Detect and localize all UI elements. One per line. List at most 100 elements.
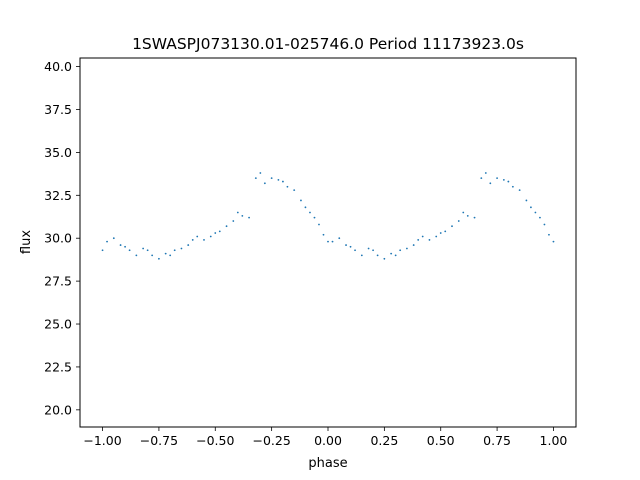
data-point [444, 230, 447, 233]
data-point [421, 235, 424, 238]
data-point [241, 215, 244, 217]
x-tick-label: 0.25 [370, 433, 398, 448]
data-point [112, 237, 115, 240]
y-axis-label: flux [19, 230, 34, 254]
data-point [354, 249, 356, 252]
data-point [331, 240, 334, 243]
data-point [286, 185, 289, 188]
data-point [119, 244, 122, 246]
data-point [309, 211, 311, 214]
data-point [484, 172, 487, 174]
data-point [106, 240, 108, 243]
data-point [376, 254, 379, 257]
data-point [480, 177, 483, 180]
data-point [313, 216, 316, 219]
data-point [318, 223, 320, 226]
data-point [507, 180, 510, 183]
data-point [406, 247, 408, 250]
data-point [203, 239, 205, 241]
data-point [218, 230, 221, 233]
data-point [466, 215, 469, 217]
data-point [496, 177, 498, 180]
data-point [412, 244, 415, 246]
data-point [135, 254, 138, 257]
data-point [457, 220, 460, 222]
data-point [124, 245, 126, 248]
y-axis: 20.0 22.5 25.0 27.5 30.0 32.5 35.0 37.5 40.0 [44, 59, 80, 417]
data-point [552, 240, 555, 243]
data-point [489, 182, 492, 185]
data-point [151, 254, 154, 257]
x-tick-label: 0.75 [483, 433, 511, 448]
data-point [473, 216, 476, 219]
y-tick-label: 22.5 [44, 359, 72, 374]
data-point [428, 239, 431, 241]
data-point [451, 225, 453, 228]
data-point [158, 257, 160, 260]
data-point [349, 245, 352, 248]
data-point [293, 189, 296, 192]
data-point [327, 240, 329, 243]
data-point [300, 199, 302, 202]
x-tick-label: −0.25 [252, 433, 290, 448]
y-tick-label: 30.0 [44, 231, 72, 246]
y-tick-label: 35.0 [44, 145, 72, 160]
data-point [417, 239, 420, 241]
data-point [232, 220, 235, 222]
x-tick-label: 0.50 [427, 433, 455, 448]
y-tick-label: 40.0 [44, 59, 72, 74]
data-point [214, 232, 217, 234]
data-point [282, 180, 284, 183]
data-point [390, 252, 393, 255]
data-point [277, 178, 280, 181]
data-point [236, 211, 239, 214]
data-point [548, 233, 550, 236]
data-point [511, 185, 514, 188]
y-tick-label: 25.0 [44, 317, 72, 332]
data-point [502, 178, 505, 181]
data-point [164, 252, 167, 255]
data-point [248, 216, 250, 219]
x-tick-label: −0.50 [196, 433, 234, 448]
chart-title: 1SWASPJ073130.01-025746.0 Period 1117392… [132, 35, 524, 53]
data-point [518, 189, 521, 192]
data-point [259, 172, 262, 174]
x-tick-label: −0.75 [140, 433, 178, 448]
data-point [169, 254, 172, 257]
data-point [372, 249, 374, 252]
data-point [191, 239, 194, 241]
data-point [383, 257, 386, 260]
data-point [530, 206, 532, 209]
data-point [173, 249, 176, 252]
data-point [142, 247, 145, 250]
data-point [322, 233, 325, 236]
data-point [394, 254, 397, 257]
scatter-points [101, 172, 555, 260]
y-tick-label: 27.5 [44, 274, 72, 289]
data-point [254, 177, 257, 180]
data-point [225, 225, 228, 228]
y-tick-label: 37.5 [44, 102, 72, 117]
data-point [462, 211, 465, 214]
x-axis: −1.00 −0.75 −0.50 −0.25 0.00 0.25 0.50 0.75 1.00 [83, 427, 567, 448]
data-point [525, 199, 528, 202]
data-point [534, 211, 537, 214]
y-tick-label: 20.0 [44, 402, 72, 417]
x-tick-label: −1.00 [83, 433, 121, 448]
data-point [338, 237, 341, 240]
data-point [128, 249, 131, 252]
data-point [367, 247, 370, 250]
data-point [146, 249, 149, 252]
data-point [439, 232, 442, 234]
data-point [435, 235, 438, 238]
data-point [101, 249, 104, 252]
y-tick-label: 32.5 [44, 188, 72, 203]
x-tick-label: 1.00 [540, 433, 568, 448]
data-point [360, 254, 363, 257]
data-point [539, 216, 541, 219]
data-point [196, 235, 199, 238]
data-point [263, 182, 266, 185]
data-point [270, 177, 273, 180]
